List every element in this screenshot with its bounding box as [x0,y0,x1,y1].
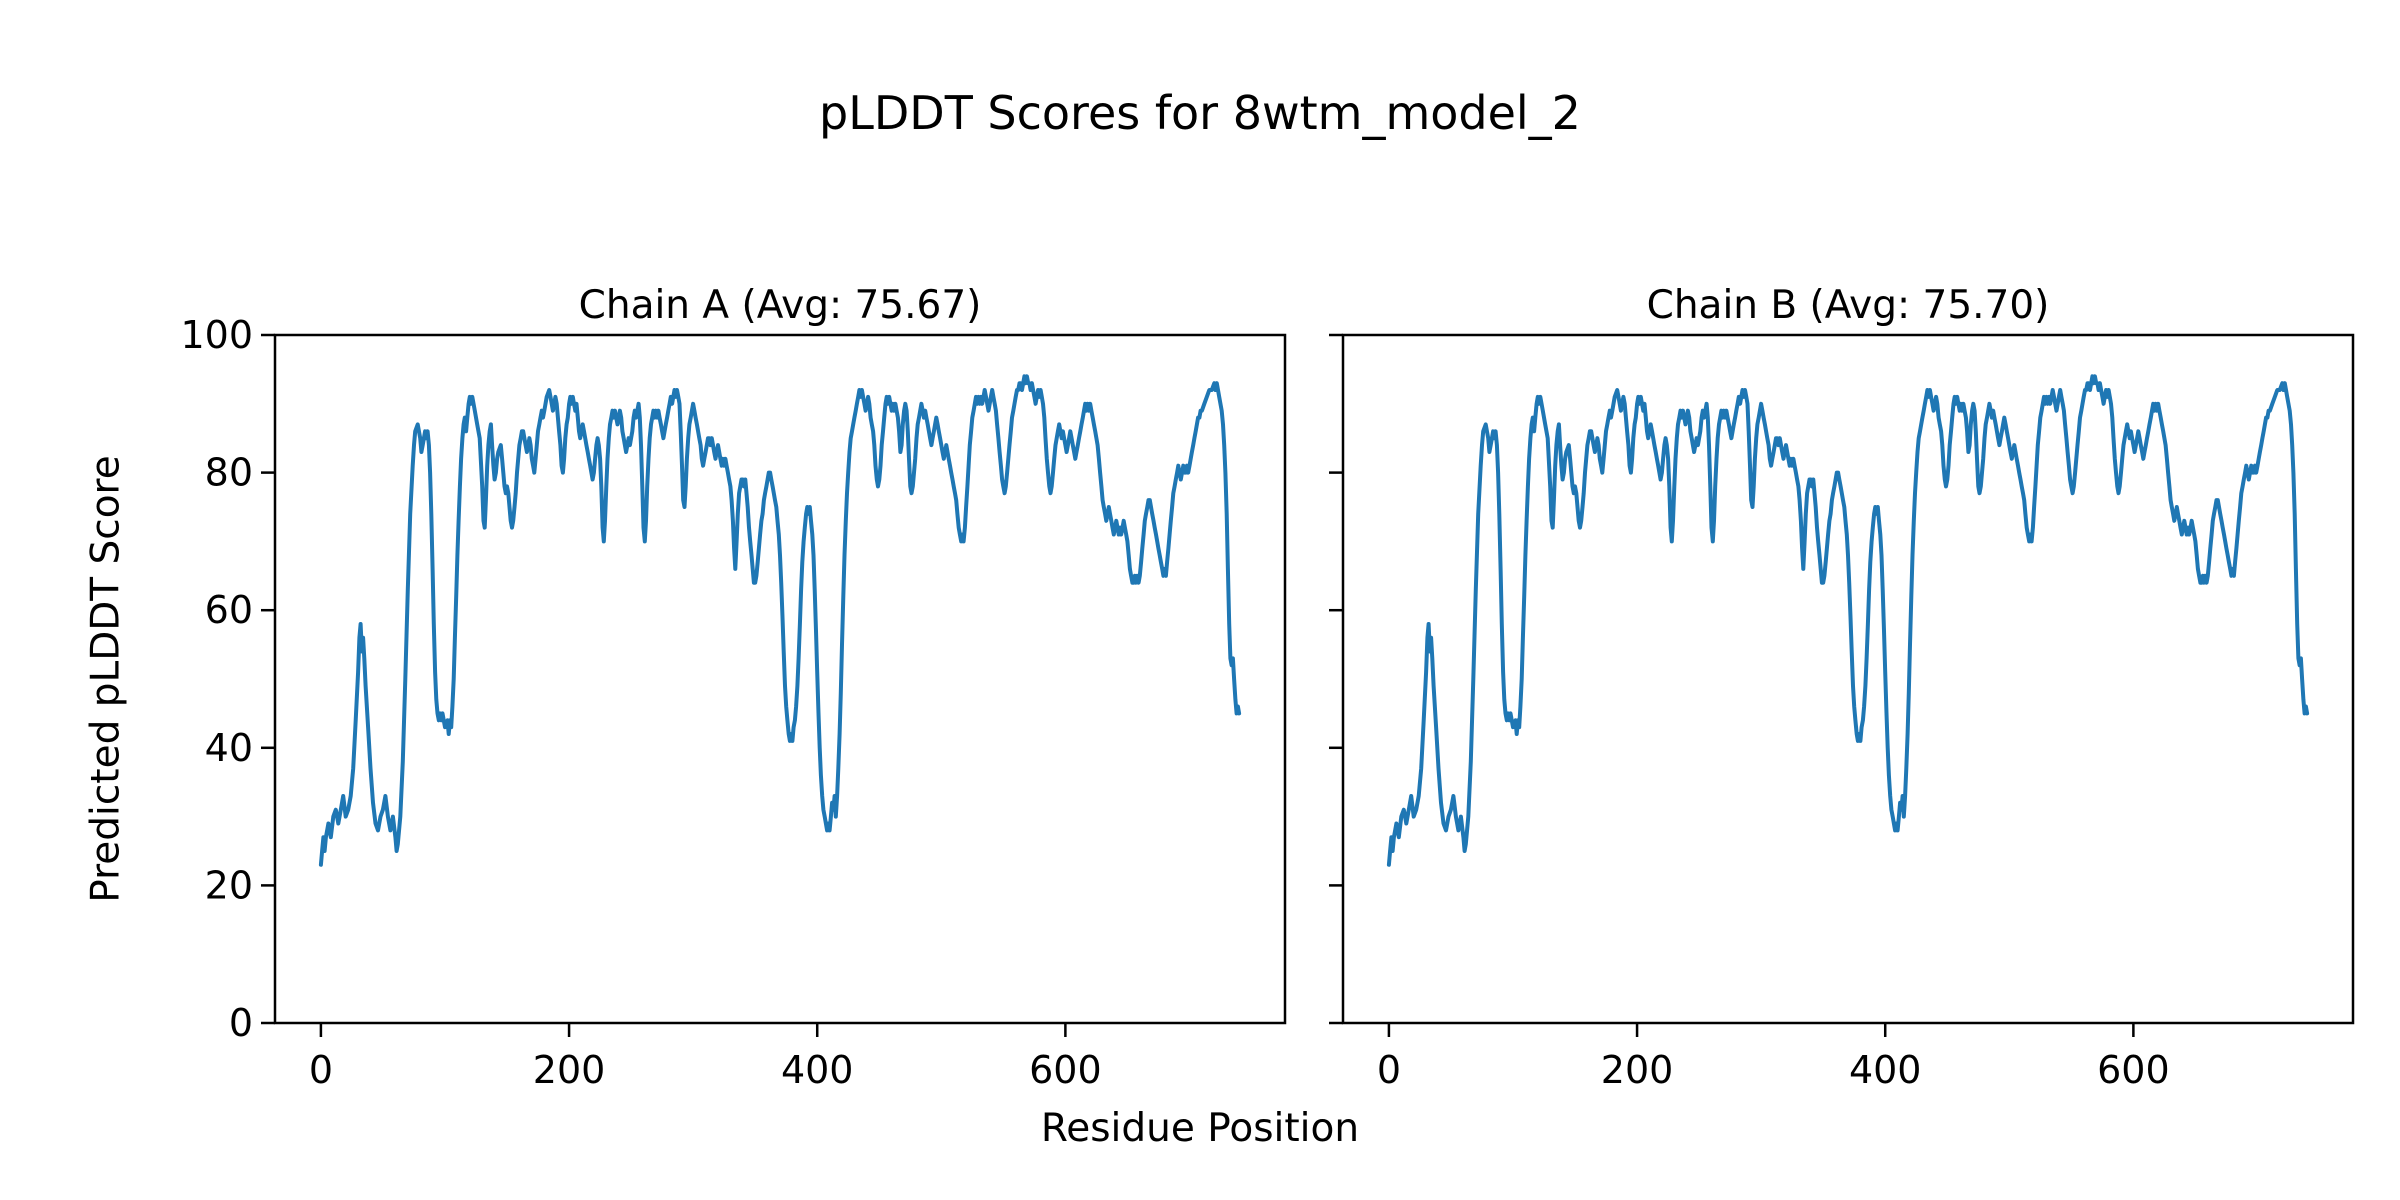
plot-frame-chain-a [273,333,1287,1025]
x-tick-label: 0 [309,1048,333,1092]
x-axis-label: Residue Position [1040,1106,1360,1151]
x-tick-label: 400 [781,1048,854,1092]
x-tick-label: 200 [533,1048,606,1092]
chain-b-subplot-title: Chain B (Avg: 75.70) [1646,283,2050,328]
plot-chain-b: 0 200 400 600 [1329,333,2355,1092]
x-tick-label: 600 [1029,1048,1102,1092]
y-tick-label: 40 [205,726,253,770]
x-tick-label: 200 [1601,1048,1674,1092]
plot-chain-a: 0 200 400 600 0 20 40 60 80 100 [180,313,1287,1092]
y-tick-label: 60 [205,588,253,632]
y-tick-label: 80 [205,451,253,495]
plddt-line-chain-a [318,374,1242,867]
chain-a-subplot-title: Chain A (Avg: 75.67) [578,283,982,328]
plddt-line-chain-b [1386,374,2310,867]
plot-frame-chain-b [1341,333,2355,1025]
figure-title: pLDDT Scores for 8wtm_model_2 [819,86,1581,140]
x-tick-label: 0 [1377,1048,1401,1092]
y-tick-label: 100 [180,313,253,357]
y-tick-label: 0 [229,1001,253,1045]
x-tick-label: 600 [2097,1048,2170,1092]
y-tick-label: 20 [205,863,253,907]
x-tick-label: 400 [1849,1048,1922,1092]
